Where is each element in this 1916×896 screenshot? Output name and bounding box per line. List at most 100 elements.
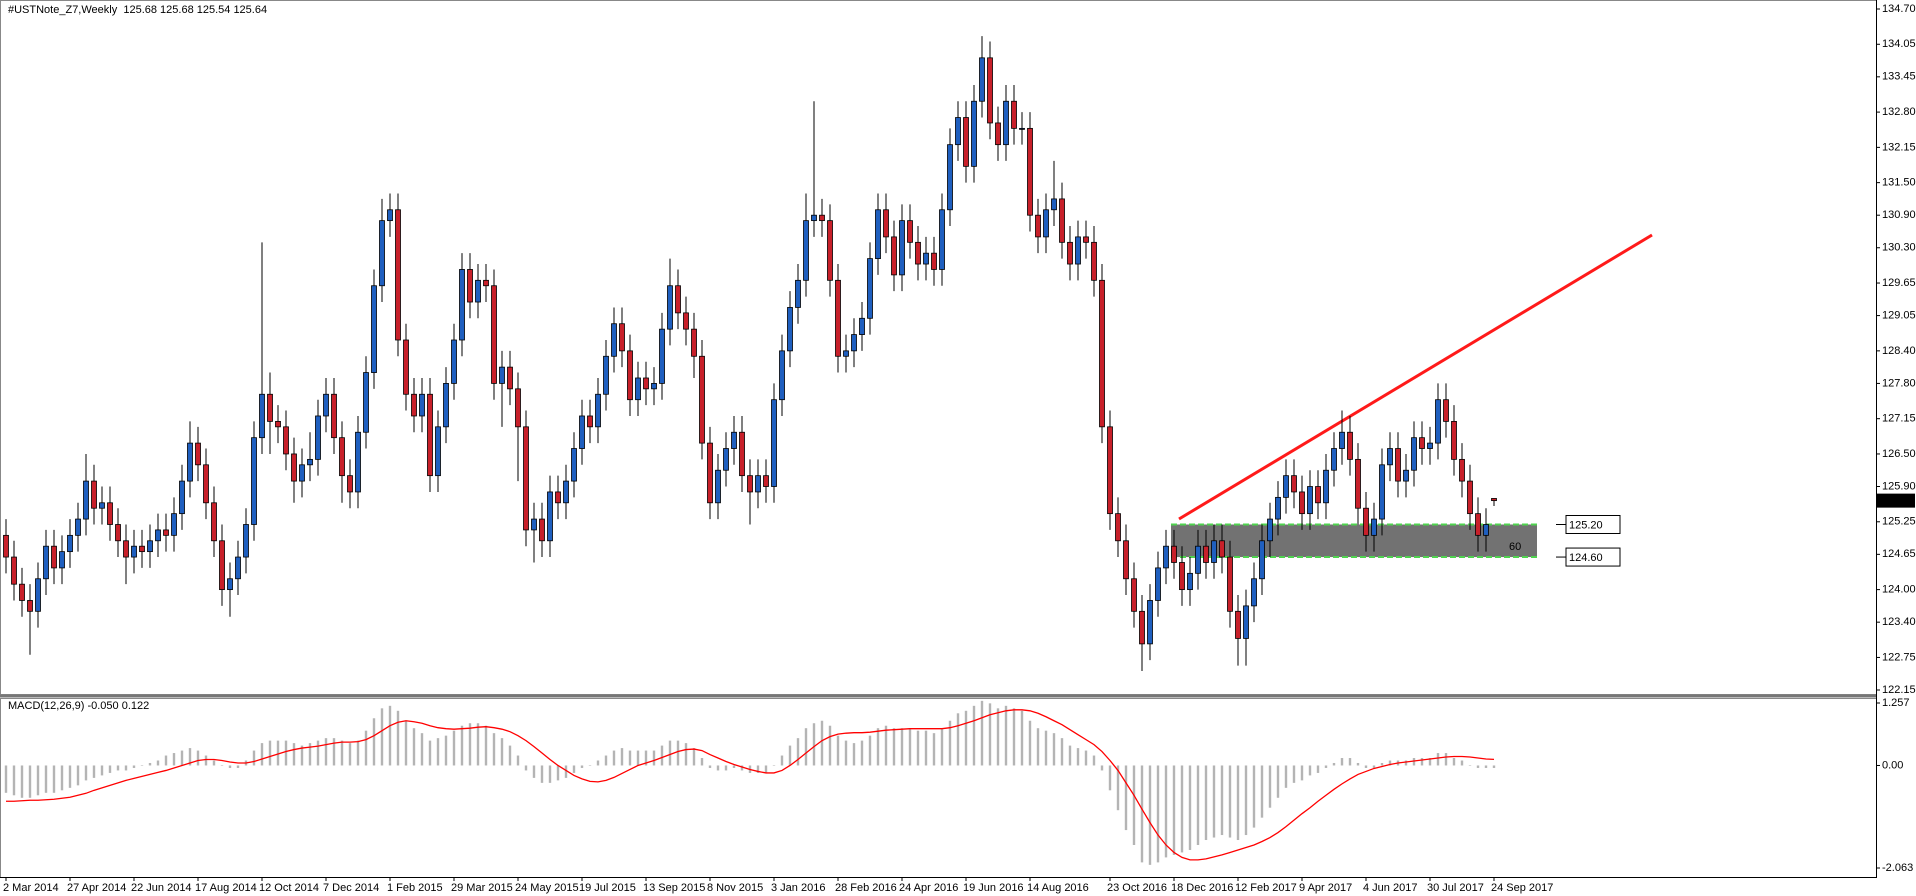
macd-bar (668, 740, 672, 766)
candle-body (795, 279, 801, 308)
candle-body (1115, 513, 1121, 542)
macd-bar (156, 760, 160, 766)
macd-bar (372, 718, 376, 766)
candle-body (843, 350, 849, 357)
candle-body (291, 453, 297, 482)
x-tick-label: 19 Jul 2015 (579, 882, 636, 894)
trend-line (1178, 233, 1653, 521)
candle-body (907, 220, 913, 243)
candle-body (1379, 464, 1385, 520)
candle-body (427, 393, 433, 477)
x-tick-label: 24 Apr 2016 (899, 882, 958, 894)
macd-bar (764, 765, 768, 773)
macd-bar (1172, 765, 1176, 855)
candle-body (483, 279, 489, 287)
macd-bar (148, 762, 152, 766)
candle-body (1035, 214, 1041, 238)
candle-body (931, 252, 937, 270)
macd-bar (1284, 765, 1288, 788)
y-tick-label: 131.50 (1882, 177, 1916, 189)
macd-bar (676, 740, 680, 766)
candle-body (627, 350, 633, 401)
candle-body (347, 475, 353, 493)
macd-bar (1300, 765, 1304, 781)
candle-body (1275, 496, 1281, 520)
candle-body (243, 524, 249, 558)
macd-bar (388, 705, 392, 766)
y-tick-label: 124.00 (1882, 584, 1916, 596)
x-tick-label: 24 Sep 2017 (1491, 882, 1553, 894)
macd-bar (1260, 765, 1264, 818)
candle-body (1283, 475, 1289, 498)
candle-body (315, 415, 321, 460)
candle-body (1435, 399, 1441, 444)
macd-bar (772, 765, 776, 766)
support-zone (1171, 524, 1537, 558)
candle-body (667, 285, 673, 330)
candle-body (339, 437, 345, 477)
y-tick-label: 122.75 (1882, 651, 1916, 663)
candle-body (27, 600, 33, 612)
macd-bar (332, 738, 336, 766)
macd-bar (132, 765, 136, 768)
macd-bar (4, 765, 8, 793)
candle-body (355, 431, 361, 493)
macd-bar (908, 728, 912, 766)
macd-bar (1380, 762, 1384, 766)
y-tick-label: 122.15 (1882, 684, 1916, 696)
macd-bar (1188, 765, 1192, 850)
plot-layer: 134.70 134.05 133.45 132.80 132.15 131.50 130.… (3, 3, 1916, 894)
y-tick-label: 0.00 (1882, 759, 1903, 771)
candle-body (787, 307, 793, 352)
candle-body (971, 100, 977, 167)
macd-bar (1060, 738, 1064, 766)
macd-bar (852, 743, 856, 766)
candle-body (899, 220, 905, 276)
macd-bar (556, 765, 560, 781)
candle-body (547, 491, 553, 542)
macd-bar (820, 720, 824, 766)
candle-body (443, 383, 449, 428)
candle-body (107, 502, 113, 525)
candle-body (1195, 545, 1201, 574)
candle-body (1347, 431, 1353, 460)
x-tick-label: 17 Aug 2014 (195, 882, 257, 894)
candle-body (771, 399, 777, 487)
candle-body (1427, 442, 1433, 449)
x-tick-label: 8 Nov 2015 (707, 882, 763, 894)
macd-bar (932, 733, 936, 766)
macd-bar (1452, 758, 1456, 766)
macd-bar (1356, 762, 1360, 766)
macd-bar (1164, 765, 1168, 858)
candle-body (1339, 431, 1345, 449)
macd-bar (1364, 765, 1368, 768)
candle-body (411, 393, 417, 417)
candle-body (139, 545, 145, 553)
candle-body (659, 328, 665, 384)
macd-bar (500, 738, 504, 766)
candle-body (755, 475, 761, 493)
macd-bar (836, 735, 840, 766)
candle-body (51, 545, 57, 569)
candle-body (635, 377, 641, 401)
macd-bar (1028, 720, 1032, 766)
macd-bar (44, 765, 48, 793)
candle-body (611, 323, 617, 357)
candle-body (1323, 469, 1329, 504)
y-tick-label: 124.65 (1882, 548, 1916, 560)
price-panel (0, 0, 1877, 695)
macd-bar (180, 750, 184, 766)
candle-body (123, 540, 129, 558)
candle-body (1315, 486, 1321, 504)
y-tick-label: 134.70 (1882, 3, 1916, 15)
candle-body (507, 366, 513, 390)
macd-bar (1404, 760, 1408, 766)
candle-body (163, 529, 169, 536)
macd-bar (812, 723, 816, 766)
candle-body (1259, 540, 1265, 580)
candle-body (99, 502, 105, 509)
candle-body (331, 393, 337, 439)
macd-bar (636, 750, 640, 766)
